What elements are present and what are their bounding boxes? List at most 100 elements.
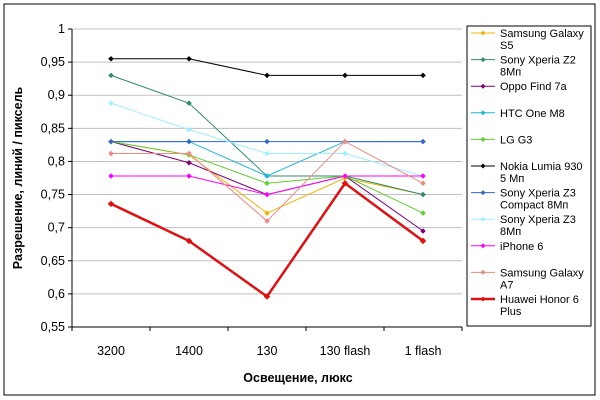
- data-point: [342, 138, 348, 145]
- legend-label: 8Мп: [500, 67, 521, 79]
- data-point: [420, 180, 426, 187]
- legend-swatch-marker: [480, 190, 486, 196]
- data-point: [108, 100, 114, 107]
- data-point: [264, 173, 270, 179]
- data-point: [108, 72, 114, 79]
- data-point: [264, 138, 270, 145]
- legend-label: LG G3: [500, 134, 532, 146]
- legend-swatch-marker: [480, 216, 486, 222]
- y-tick-label: 0,9: [48, 88, 65, 102]
- y-axis-label: Разрешение, линий / пиксель: [11, 86, 25, 269]
- y-tick-label: 0,75: [41, 188, 65, 202]
- y-tick-label: 0,6: [48, 287, 65, 301]
- legend-entry: iPhone 6: [471, 241, 543, 253]
- data-point: [264, 191, 270, 198]
- data-point: [420, 72, 426, 79]
- data-point: [341, 179, 349, 187]
- legend-label: Sony Xperia Z3: [500, 214, 576, 226]
- data-point: [420, 191, 426, 198]
- legend-swatch-marker: [480, 110, 486, 116]
- x-tick-label: 3200: [97, 344, 125, 358]
- x-axis-ticks: 3200 1400 130 130 flash 1 flash: [71, 327, 463, 358]
- series-8: [108, 173, 426, 198]
- legend-label: Samsung Galaxy: [500, 28, 584, 40]
- legend-label: Plus: [500, 306, 522, 318]
- x-axis-label: Освещение, люкс: [243, 371, 352, 385]
- legend-label: Huawei Honor 6: [500, 294, 579, 306]
- legend-swatch-marker: [480, 296, 486, 302]
- legend-entry: HTC One M8: [471, 108, 565, 120]
- legend: [466, 25, 592, 327]
- legend-label: 8Мп: [500, 226, 521, 238]
- data-point: [108, 150, 114, 157]
- y-tick-label: 0,55: [41, 320, 65, 334]
- x-tick-label: 1 flash: [405, 344, 442, 358]
- data-point: [107, 200, 115, 208]
- legend-swatch-marker: [480, 243, 486, 249]
- legend-swatch-marker: [480, 269, 486, 275]
- series-9: [108, 138, 426, 224]
- series-lines: [107, 55, 427, 300]
- series-5: [108, 55, 426, 79]
- data-point: [420, 210, 426, 216]
- data-point: [186, 100, 192, 107]
- legend-label: Compact 8Мп: [500, 200, 568, 212]
- legend-label: iPhone 6: [500, 241, 543, 253]
- series-10: [107, 179, 427, 300]
- data-point: [264, 72, 270, 79]
- data-point: [342, 72, 348, 79]
- data-point: [342, 173, 348, 179]
- legend-label: S5: [500, 40, 513, 52]
- data-point: [419, 237, 427, 245]
- legend-swatch-marker: [480, 163, 486, 169]
- legend-label: 5 Мп: [500, 173, 524, 185]
- data-point: [264, 218, 270, 224]
- x-tick-label: 130: [257, 344, 278, 358]
- legend-label: Sony Xperia Z2: [500, 55, 576, 67]
- legend-entry: Oppo Find 7a: [471, 81, 568, 93]
- data-point: [342, 150, 348, 157]
- legend-label: Sony Xperia Z3: [500, 188, 576, 200]
- legend-label: Nokia Lumia 930: [500, 161, 583, 173]
- data-point: [186, 173, 192, 179]
- legend-label: A7: [500, 279, 513, 291]
- data-point: [108, 138, 114, 145]
- x-tick-label: 130 flash: [320, 344, 371, 358]
- data-point: [186, 138, 192, 145]
- data-point: [264, 180, 270, 187]
- data-point: [108, 55, 114, 62]
- axes: [71, 29, 462, 328]
- y-tick-label: 0,95: [41, 55, 65, 69]
- legend-label: HTC One M8: [500, 108, 565, 120]
- data-point: [420, 173, 426, 179]
- y-tick-label: 0,8: [48, 154, 65, 168]
- legend-entry: LG G3: [471, 134, 532, 146]
- data-point: [186, 150, 192, 157]
- y-tick-label: 0,65: [41, 254, 65, 268]
- legend-label: Samsung Galaxy: [500, 267, 584, 279]
- data-point: [185, 237, 193, 245]
- legend-swatch-marker: [480, 57, 486, 63]
- data-point: [420, 138, 426, 145]
- y-tick-label: 0,7: [48, 221, 65, 235]
- x-tick-label: 1400: [175, 344, 203, 358]
- data-point: [186, 55, 192, 62]
- legend-swatch-marker: [480, 83, 486, 89]
- data-point: [263, 293, 271, 300]
- legend-label: Oppo Find 7a: [500, 81, 568, 93]
- y-tick-label: 0,85: [41, 121, 65, 135]
- data-point: [108, 173, 114, 179]
- y-axis-ticks: 0,55 0,6 0,65 0,7 0,75 0,8 0,85 0,9 0,95 1: [41, 22, 72, 334]
- data-point: [186, 126, 192, 133]
- legend-swatch-marker: [480, 30, 486, 36]
- data-point: [420, 228, 426, 234]
